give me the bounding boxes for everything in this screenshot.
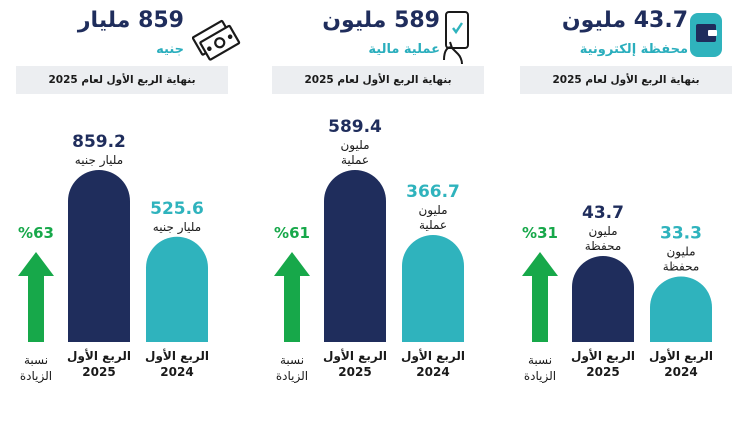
category-label-quarter: الربع الأول [67,348,131,364]
mobile-phone-check-icon [443,11,469,65]
increase-percent: %31 [522,224,558,242]
increase-percent: %63 [18,224,54,242]
period-label: بنهاية الربع الأول لعام 2025 [520,66,732,94]
panel-transactions: 589 مليون عملية مالية بنهاية الربع الأول… [262,0,502,430]
value-label: 43.7 [582,203,624,223]
bar-q1-2025 [324,170,386,342]
bar-q1-2024 [146,236,208,342]
subline: عملية مالية [368,42,440,57]
value-unit-label: محفظة [585,239,622,253]
subline: جنيه [156,42,184,57]
headline: 589 مليون [322,8,440,33]
value-unit-label: مليون [666,244,695,259]
increase-label: نسبة [24,353,48,367]
subline: محفظة إلكترونية [579,42,688,57]
period-label: بنهاية الربع الأول لعام 2025 [16,66,228,94]
panel-money-volume: 859 مليار جنيه بنهاية الربع الأول لعام 2… [6,0,246,430]
category-label-quarter: الربع الأول [401,348,465,364]
value-unit-label: مليار جنيه [153,220,201,235]
headline: 859 مليار [77,8,184,33]
category-label-quarter: الربع الأول [649,348,713,364]
category-label-year: 2025 [338,365,371,379]
panel-wallets: 43.7 مليون محفظة إلكترونية بنهاية الربع … [510,0,750,430]
headline: 43.7 مليون [561,8,688,33]
value-unit-label: مليون [418,203,447,218]
increase-percent: %61 [274,224,310,242]
increase-label: الزيادة [20,369,52,384]
value-unit-label: مليون [340,138,369,153]
panel-header: 43.7 مليون محفظة إلكترونية [510,4,750,64]
category-label-year: 2025 [82,365,115,379]
value-label: 589.4 [328,117,382,137]
panel-header: 859 مليار جنيه [6,4,246,64]
value-label: 525.6 [150,199,204,219]
value-label: 859.2 [72,132,126,152]
period-label: بنهاية الربع الأول لعام 2025 [272,66,484,94]
panel-header: 589 مليون عملية مالية [262,4,502,65]
increase-arrow-icon [18,252,54,342]
increase-arrow-icon [522,252,558,342]
category-label-quarter: الربع الأول [571,348,635,364]
category-label-quarter: الربع الأول [323,348,387,364]
increase-label: الزيادة [276,369,308,384]
category-label-quarter: الربع الأول [145,348,209,364]
wallet-icon [690,13,722,57]
increase-label: الزيادة [524,369,556,384]
category-label-year: 2024 [664,365,697,379]
bar-q1-2025 [572,256,634,342]
value-unit-label: مليار جنيه [75,153,123,168]
value-unit-label: عملية [341,153,369,167]
value-label: 33.3 [660,223,702,243]
increase-label: نسبة [528,353,552,367]
money-bills-icon [192,19,241,61]
value-unit-label: عملية [419,218,447,232]
increase-arrow-icon [274,252,310,342]
category-label-year: 2024 [160,365,193,379]
bar-q1-2024 [650,276,712,342]
increase-label: نسبة [280,353,304,367]
category-label-year: 2025 [586,365,619,379]
value-unit-label: مليون [588,224,617,239]
category-label-year: 2024 [416,365,449,379]
value-unit-label: محفظة [663,259,700,273]
value-label: 366.7 [406,182,460,202]
bar-q1-2025 [68,170,130,342]
bar-q1-2024 [402,234,464,342]
